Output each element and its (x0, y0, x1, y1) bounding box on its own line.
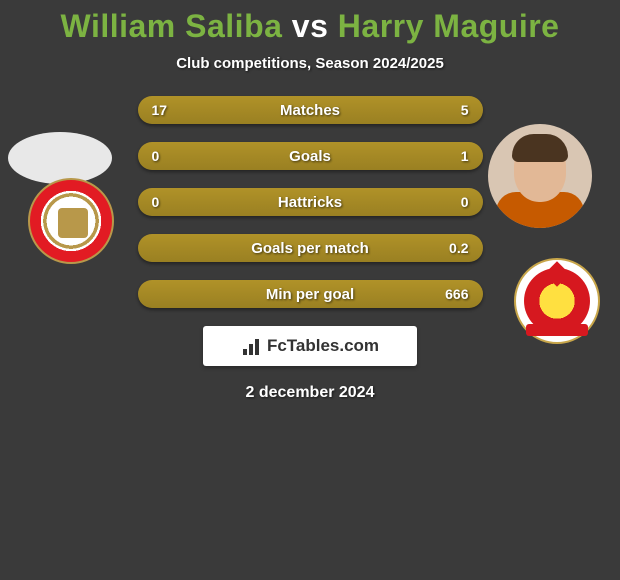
stat-right-value: 0 (461, 194, 469, 210)
date-text: 2 december 2024 (0, 384, 620, 402)
brand-text: FcTables.com (267, 336, 379, 356)
stat-label: Matches (280, 102, 340, 119)
stat-left-value: 17 (152, 102, 168, 118)
comparison-title: William Saliba vs Harry Maguire (0, 0, 620, 45)
stat-row-hattricks: 0 Hattricks 0 (138, 188, 483, 216)
stat-label: Goals per match (251, 240, 369, 257)
brand-chart-icon (241, 337, 263, 355)
stat-row-goals-per-match: Goals per match 0.2 (138, 234, 483, 262)
stat-label: Goals (289, 148, 331, 165)
stat-row-matches: 17 Matches 5 (138, 96, 483, 124)
stat-label: Hattricks (278, 194, 342, 211)
club2-badge (514, 258, 600, 344)
stat-right-value: 0.2 (449, 240, 468, 256)
brand-box: FcTables.com (203, 326, 417, 366)
stat-right-value: 1 (461, 148, 469, 164)
subtitle: Club competitions, Season 2024/2025 (0, 55, 620, 72)
stat-left-value: 0 (152, 148, 160, 164)
player2-hair (512, 134, 568, 162)
vs-text: vs (292, 8, 329, 44)
stat-left-value: 0 (152, 194, 160, 210)
stat-row-min-per-goal: Min per goal 666 (138, 280, 483, 308)
stat-row-goals: 0 Goals 1 (138, 142, 483, 170)
stat-label: Min per goal (266, 286, 354, 303)
club2-ribbon (526, 324, 588, 336)
player2-name: Harry Maguire (338, 8, 560, 44)
club1-badge (28, 178, 114, 264)
player1-name: William Saliba (61, 8, 283, 44)
stat-right-value: 666 (445, 286, 468, 302)
stat-right-value: 5 (461, 102, 469, 118)
stats-container: 17 Matches 5 0 Goals 1 0 Hattricks 0 Goa… (138, 96, 483, 308)
player1-photo (8, 132, 112, 184)
player2-photo (488, 124, 592, 228)
